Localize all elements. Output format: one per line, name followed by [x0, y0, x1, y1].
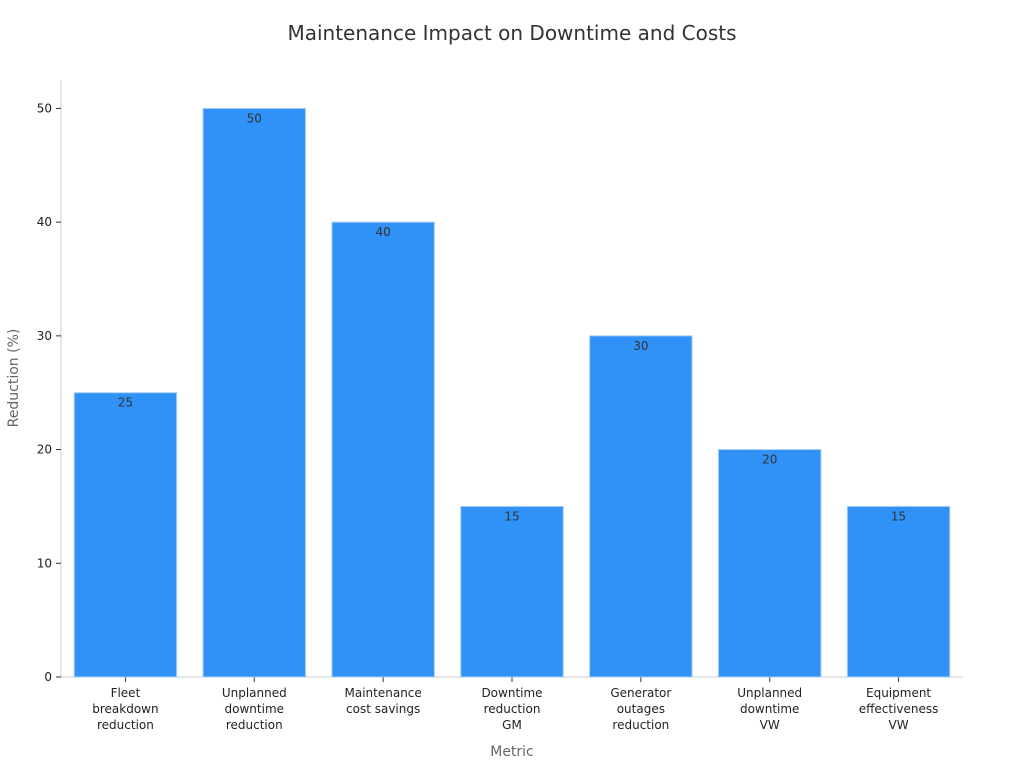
y-tick-label: 0: [44, 670, 52, 684]
x-tick-label: Equipment effectiveness VW: [859, 686, 939, 732]
y-tick-label: 10: [37, 556, 52, 570]
x-tick-label: Fleet breakdown reduction: [92, 686, 158, 732]
bar: [589, 335, 693, 678]
data-label: 15: [504, 509, 519, 523]
bar: [73, 392, 178, 678]
x-axis-title: Metric: [490, 744, 534, 760]
bars-group: [73, 107, 951, 678]
data-label: 25: [118, 396, 133, 410]
x-tick-label-line: reduction: [612, 718, 669, 732]
x-tick-label-line: breakdown: [92, 702, 158, 716]
x-tick-label-line: reduction: [484, 702, 541, 716]
y-tick-label: 30: [37, 329, 52, 343]
x-tick-label-line: Fleet: [111, 686, 141, 700]
x-tick-label-line: Equipment: [866, 686, 931, 700]
bar: [846, 505, 951, 678]
x-tick-label: Maintenance cost savings: [345, 686, 422, 716]
y-tick-label: 40: [37, 215, 52, 229]
x-tick-label-line: GM: [502, 718, 522, 732]
y-tick-label: 20: [37, 443, 52, 457]
x-tick-label-line: Maintenance: [345, 686, 422, 700]
y-tick-label: 50: [37, 101, 52, 115]
x-tick-label: Generator outages reduction: [610, 686, 671, 732]
y-axis: 0 10 20 30 40 50: [37, 80, 62, 684]
data-label: 50: [247, 111, 262, 125]
x-tick-label-line: Unplanned: [737, 686, 802, 700]
x-axis: Fleet breakdown reduction Unplanned downtime…: [61, 676, 963, 732]
bar: [202, 107, 307, 678]
x-tick-label-line: Unplanned: [222, 686, 287, 700]
x-tick-label-line: downtime: [740, 702, 800, 716]
x-tick-label-line: Downtime: [481, 686, 542, 700]
data-label: 40: [376, 225, 391, 239]
x-tick-label-line: outages: [617, 702, 665, 716]
x-tick-label-line: effectiveness: [859, 702, 939, 716]
x-tick-label-line: cost savings: [346, 702, 420, 716]
x-tick-label-line: downtime: [225, 702, 285, 716]
chart-title: Maintenance Impact on Downtime and Costs: [287, 21, 736, 45]
x-tick-label: Unplanned downtime reduction: [222, 686, 287, 732]
bar: [331, 221, 435, 678]
x-tick-label: Unplanned downtime VW: [737, 686, 802, 732]
x-tick-label-line: VW: [889, 718, 909, 732]
bar: [460, 505, 564, 678]
x-tick-label-line: VW: [760, 718, 780, 732]
data-label: 20: [762, 453, 777, 467]
x-tick-label-line: Generator: [610, 686, 671, 700]
x-tick-label-line: reduction: [97, 718, 154, 732]
bar: [717, 449, 822, 678]
x-tick-label-line: reduction: [226, 718, 283, 732]
x-tick-label: Downtime reduction GM: [481, 686, 542, 732]
data-labels-group: 25 50 40 15 30 20 15: [118, 111, 906, 523]
data-label: 30: [633, 339, 648, 353]
y-axis-title: Reduction (%): [6, 329, 22, 428]
data-label: 15: [891, 509, 906, 523]
